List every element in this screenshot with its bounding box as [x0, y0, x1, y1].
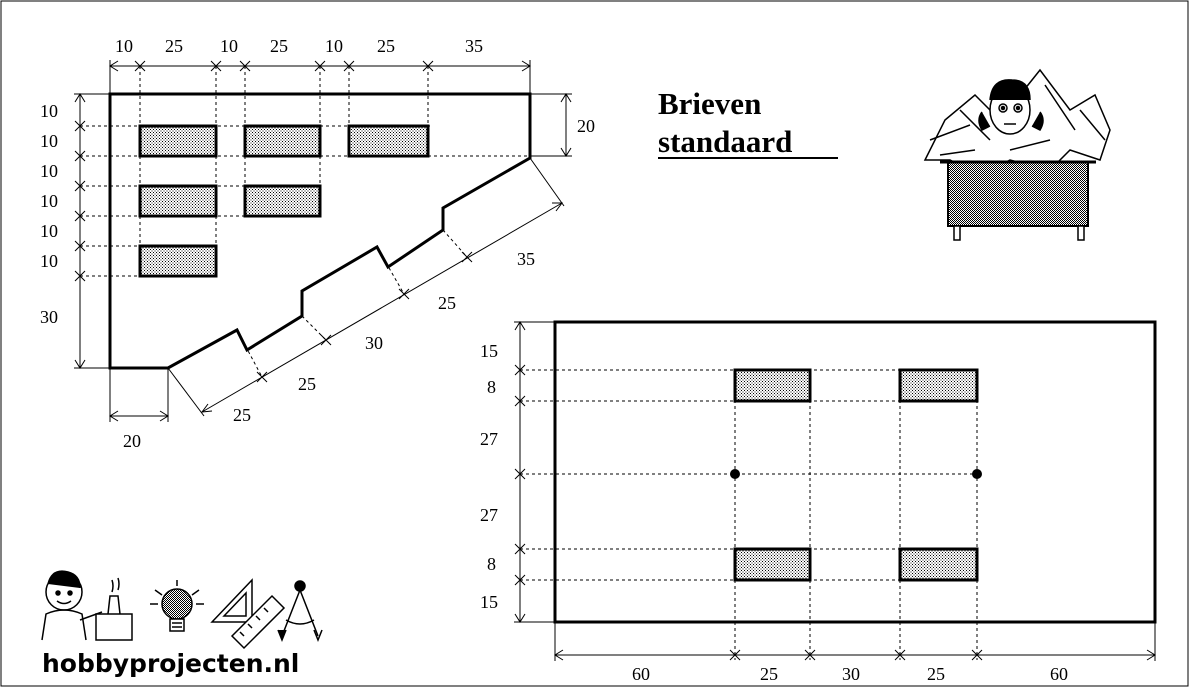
side-top-dim: 35	[465, 36, 483, 56]
side-diagonal-dim: 25	[233, 405, 251, 425]
slot-rect	[733, 547, 812, 582]
side-left-dim: 10	[40, 131, 58, 151]
base-left-dim: 8	[487, 554, 496, 574]
side-top-dim: 10	[220, 36, 238, 56]
hole-dot	[972, 469, 982, 479]
base-left-dim: 15	[480, 341, 498, 361]
side-diagonal-dim: 25	[298, 374, 316, 394]
base-bottom-dim: 25	[760, 664, 778, 684]
side-bottom-dim: 20	[123, 431, 141, 451]
base-panel-drawing: 15 8 27 27 8 15 60 25 30 25 60	[480, 320, 1157, 684]
brand-text: hobbyprojecten.nl	[42, 649, 299, 678]
side-panel-outline	[108, 92, 532, 370]
side-right-dim: 20	[577, 116, 595, 136]
slot-rect	[243, 184, 322, 218]
base-panel-outline	[553, 320, 1157, 624]
base-left-dim: 27	[480, 429, 498, 449]
side-top-dim: 10	[115, 36, 133, 56]
base-bottom-dim: 25	[927, 664, 945, 684]
slot-rect	[733, 368, 812, 403]
base-left-dim: 27	[480, 505, 498, 525]
side-top-dim: 25	[377, 36, 395, 56]
side-left-dim: 10	[40, 161, 58, 181]
side-top-dim: 10	[325, 36, 343, 56]
base-bottom-dim: 30	[842, 664, 860, 684]
slot-rect	[898, 368, 979, 403]
title-line-2: standaard	[658, 124, 792, 159]
side-left-dim: 30	[40, 307, 58, 327]
clerk-desk-icon	[923, 68, 1111, 241]
side-left-dim: 10	[40, 221, 58, 241]
title-line-1: Brieven	[658, 86, 761, 121]
base-left-dim: 8	[487, 377, 496, 397]
base-left-dim: 15	[480, 592, 498, 612]
slot-rect	[138, 244, 218, 278]
base-bottom-dim: 60	[632, 664, 650, 684]
hole-dot	[730, 469, 740, 479]
slot-rect	[138, 124, 218, 158]
side-left-dim: 10	[40, 251, 58, 271]
side-diagonal-dim: 25	[438, 293, 456, 313]
slot-rect	[243, 124, 322, 158]
slot-rect	[138, 184, 218, 218]
side-diagonal-dim: 30	[365, 333, 383, 353]
side-top-dim: 25	[270, 36, 288, 56]
side-diagonal-dim: 35	[517, 249, 535, 269]
side-left-dim: 10	[40, 101, 58, 121]
slot-rect	[347, 124, 430, 158]
side-top-dim: 25	[165, 36, 183, 56]
side-left-dim: 10	[40, 191, 58, 211]
base-bottom-dim: 60	[1050, 664, 1068, 684]
slot-rect	[898, 547, 979, 582]
side-panel-drawing: 10 25 10 25 10 25 35 10 10 10 10 10 10 3…	[40, 36, 595, 451]
hobby-logo-icon	[41, 570, 323, 650]
